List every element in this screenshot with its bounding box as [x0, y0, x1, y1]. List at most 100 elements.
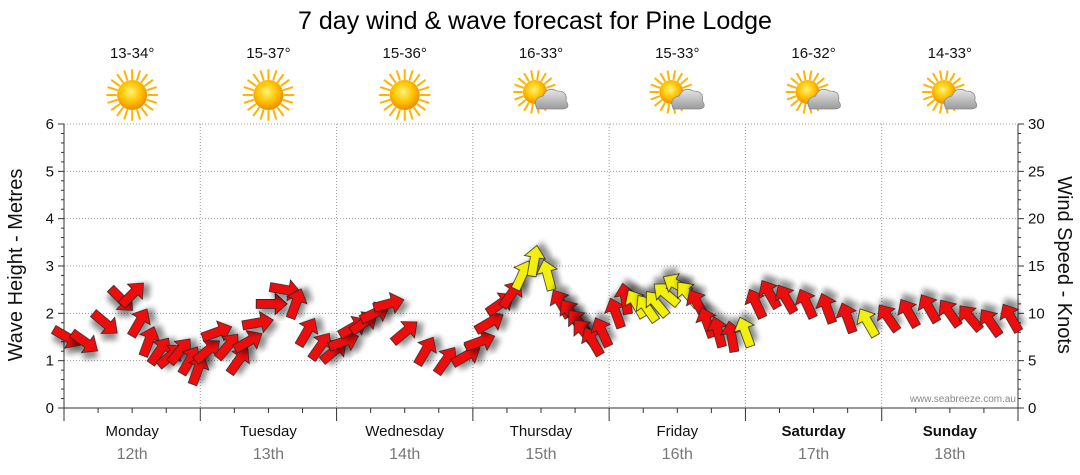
- sun-ray: [802, 70, 807, 81]
- day-name-label: Friday: [656, 423, 698, 440]
- wind-arrow: [653, 283, 682, 309]
- sun-ray: [123, 109, 129, 120]
- sun-ray: [514, 83, 524, 89]
- y-left-tick-label: 5: [46, 163, 54, 180]
- sun-ray: [514, 95, 524, 101]
- partly-cloudy-icon: [649, 70, 705, 114]
- sun-ray: [666, 70, 671, 81]
- wind-arrow: [255, 292, 288, 316]
- sun-ray: [926, 77, 935, 85]
- sun-ray: [523, 72, 530, 82]
- wind-arrow: [68, 328, 99, 354]
- sun-ray: [379, 86, 391, 92]
- partly-cloudy-icon: [513, 70, 569, 114]
- day-name-label: Wednesday: [365, 423, 444, 440]
- wind-arrow: [432, 347, 457, 377]
- wind-arrow: [232, 330, 263, 354]
- sun-ray: [280, 103, 290, 111]
- cloud-shape: [535, 88, 569, 110]
- y-axis-left-label: Wave Height - Metres: [5, 169, 27, 362]
- sun-ray: [247, 103, 257, 111]
- sun-ray: [932, 102, 939, 112]
- sun-ray: [116, 73, 124, 84]
- wind-arrow: [117, 282, 144, 309]
- wind-arrow: [645, 291, 671, 319]
- sun-ray: [530, 70, 534, 81]
- sun-ray: [146, 98, 157, 104]
- sun-ray: [418, 98, 430, 104]
- sun-ray: [136, 109, 141, 120]
- wind-arrow: [758, 280, 782, 311]
- sun-ray: [530, 103, 534, 114]
- sun-ray: [786, 83, 797, 89]
- sun-ray: [252, 73, 261, 84]
- wind-arrow: [774, 284, 799, 315]
- sun-ray: [790, 99, 799, 107]
- axes: 0 1 2 3 4 5 6 0 5 10 15 20 25 30: [46, 116, 1045, 421]
- day-name-label: Saturday: [781, 423, 846, 440]
- sun-ray: [243, 98, 255, 104]
- wind-arrow: [285, 288, 308, 321]
- sun-disc: [389, 80, 420, 110]
- sun-ray: [413, 106, 421, 117]
- y-left-tick-label: 6: [46, 116, 54, 133]
- wind-arrow: [535, 259, 558, 292]
- sun-ray: [247, 79, 257, 87]
- sun-disc: [253, 80, 284, 110]
- wind-arrow: [294, 317, 319, 349]
- y-right-tick-label: 20: [1028, 211, 1045, 228]
- sun-ray: [540, 72, 547, 82]
- sun-ray: [790, 77, 799, 85]
- sun-ray: [676, 72, 683, 82]
- sun-ray: [272, 109, 278, 120]
- sun-ray: [923, 83, 933, 89]
- sun-ray: [408, 70, 414, 81]
- wind-arrow: [138, 326, 161, 358]
- sun-ray: [389, 106, 397, 117]
- wind-arrow: [897, 298, 921, 330]
- wind-arrow: [241, 310, 274, 334]
- y-left-tick-label: 1: [46, 353, 54, 370]
- credit-watermark: www.seabreeze.com.au: [909, 394, 1016, 405]
- sun-ray: [680, 77, 689, 85]
- cloud-shape: [671, 88, 705, 110]
- chart-title: 7 day wind & wave forecast for Pine Lodg…: [298, 7, 772, 35]
- sun-ray: [280, 79, 290, 87]
- sun-ray: [517, 99, 527, 107]
- temperature-label: 16-33°: [519, 45, 563, 62]
- sun-ray: [666, 103, 671, 114]
- sun-ray: [416, 79, 426, 87]
- temperature-label: 13-34°: [110, 45, 154, 62]
- sun-ray: [140, 106, 148, 117]
- sun-ray: [107, 98, 118, 104]
- sun-ray: [146, 86, 157, 92]
- sun-ray: [413, 73, 421, 84]
- sun-ray: [282, 98, 294, 104]
- day-date-label: 15th: [525, 446, 556, 463]
- wind-arrow: [815, 292, 838, 325]
- day-date-label: 13th: [253, 446, 284, 463]
- sun-icon: [378, 69, 431, 121]
- day-date-label: 16th: [662, 446, 693, 463]
- wind-arrow: [590, 317, 614, 349]
- sun-ray: [395, 109, 401, 120]
- sun-ray: [517, 77, 527, 85]
- sun-ray: [389, 73, 397, 84]
- sun-ray: [808, 70, 813, 81]
- wind-arrow: [706, 316, 729, 349]
- temperature-label: 15-37°: [246, 45, 290, 62]
- weather-row: 13-34° 15-37° 15-36° 16-33° 15-33° 16-32° 14-3…: [106, 45, 978, 121]
- wind-arrow: [979, 309, 1004, 339]
- day-name-label: Thursday: [510, 423, 573, 440]
- sun-ray: [140, 73, 148, 84]
- y-left-tick-label: 4: [46, 211, 54, 228]
- y-left-tick-label: 0: [46, 400, 54, 417]
- wind-arrow: [187, 354, 210, 387]
- y-right-tick-label: 0: [1028, 400, 1036, 417]
- sun-ray: [536, 70, 540, 81]
- sun-ray: [136, 70, 141, 81]
- sun-ray: [282, 86, 294, 92]
- y-right-tick-label: 30: [1028, 116, 1045, 133]
- sun-ray: [243, 86, 255, 92]
- wind-arrow: [389, 321, 418, 346]
